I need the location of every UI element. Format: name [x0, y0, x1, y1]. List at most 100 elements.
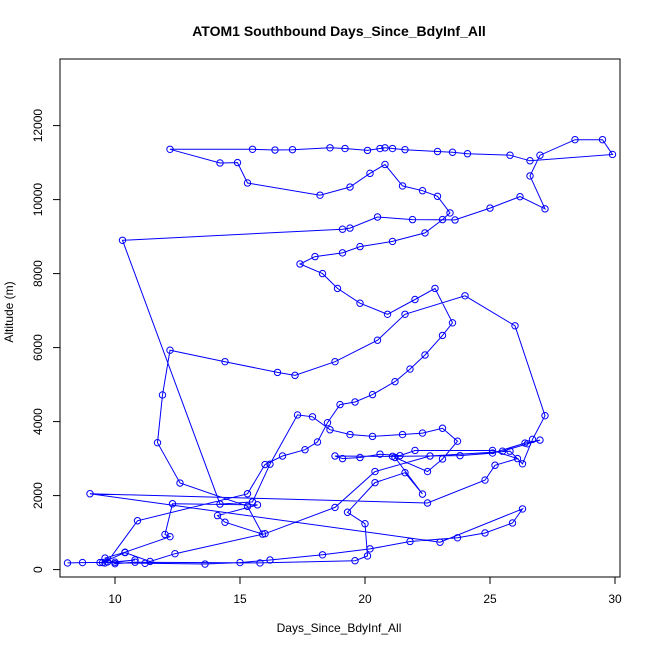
x-tick-label: 25 — [483, 592, 497, 606]
data-point — [438, 424, 447, 432]
data-point — [271, 146, 279, 154]
data-point — [376, 450, 384, 458]
data-point — [131, 556, 139, 564]
y-tick-label: 0 — [31, 566, 45, 573]
data-point — [463, 150, 472, 158]
data-point — [213, 511, 222, 520]
data-point — [316, 191, 324, 199]
data-point — [221, 518, 229, 526]
data-point — [356, 453, 364, 462]
data-point — [338, 454, 347, 463]
data-point — [418, 490, 427, 498]
data-point — [421, 229, 429, 237]
data-point — [278, 452, 287, 460]
data-point — [221, 357, 229, 366]
data-point — [488, 446, 497, 455]
data-point — [318, 269, 327, 278]
data-point — [436, 538, 444, 546]
data-point — [408, 215, 417, 224]
data-point — [176, 479, 184, 487]
x-tick-label: 10 — [108, 592, 122, 606]
data-point — [146, 557, 154, 566]
data-point — [166, 532, 174, 541]
y-tick-label: 4000 — [31, 408, 45, 435]
data-point — [233, 158, 242, 167]
y-tick-label: 12000 — [31, 109, 45, 143]
data-point — [541, 411, 549, 420]
data-point — [243, 179, 252, 187]
data-point — [331, 503, 339, 512]
data-point — [98, 558, 107, 567]
data-point — [326, 144, 334, 152]
data-point — [356, 299, 364, 307]
data-point — [541, 205, 549, 213]
data-point — [366, 545, 374, 553]
data-point — [453, 437, 462, 445]
data-point — [346, 430, 354, 439]
data-point — [488, 449, 497, 457]
data-point — [243, 490, 252, 498]
data-point — [201, 560, 209, 568]
data-point — [118, 236, 127, 245]
data-point — [346, 224, 354, 232]
data-point — [171, 549, 179, 558]
data-point — [516, 192, 524, 201]
data-point — [433, 147, 442, 156]
data-point — [506, 151, 514, 159]
data-point — [401, 468, 409, 477]
data-point — [338, 225, 347, 233]
data-point — [431, 284, 439, 293]
data-point — [411, 295, 419, 304]
data-point — [411, 446, 419, 455]
data-point — [336, 400, 344, 409]
data-point — [236, 558, 244, 567]
data-point — [426, 452, 434, 460]
data-point — [481, 529, 489, 537]
data-point — [396, 451, 404, 460]
series-layer — [63, 135, 617, 568]
data-point — [341, 144, 349, 153]
data-point — [373, 336, 382, 344]
data-point — [318, 551, 327, 559]
data-point — [273, 368, 282, 377]
data-point — [401, 145, 409, 154]
data-point — [438, 331, 447, 340]
data-point — [256, 559, 264, 567]
y-tick-label: 2000 — [31, 482, 45, 509]
data-point — [423, 499, 432, 507]
data-point — [293, 411, 302, 419]
data-point — [398, 430, 407, 439]
data-point — [333, 284, 342, 293]
data-point — [401, 310, 409, 318]
data-point — [381, 160, 389, 169]
x-tick-label: 20 — [358, 592, 372, 606]
data-point — [383, 310, 392, 318]
data-point — [86, 490, 94, 498]
data-point — [536, 436, 544, 444]
data-point — [356, 242, 364, 251]
data-point — [433, 192, 442, 200]
data-point — [371, 478, 379, 487]
data-point — [388, 452, 397, 461]
data-point — [511, 322, 519, 330]
data-point — [133, 517, 142, 525]
data-point — [448, 148, 457, 156]
data-point — [498, 447, 507, 455]
data-point — [418, 187, 427, 195]
data-point — [243, 502, 252, 511]
data-point — [451, 216, 459, 224]
data-point — [361, 520, 369, 528]
data-point — [513, 454, 522, 463]
data-point — [63, 559, 72, 567]
data-point — [158, 391, 167, 399]
data-point — [166, 145, 174, 153]
data-point — [313, 438, 322, 446]
data-point — [248, 145, 257, 153]
data-point — [406, 537, 414, 546]
data-point — [608, 150, 617, 159]
data-point — [111, 559, 119, 568]
x-axis: 10 15 20 25 30 — [108, 576, 622, 606]
data-point — [388, 144, 397, 153]
data-point — [423, 467, 432, 476]
